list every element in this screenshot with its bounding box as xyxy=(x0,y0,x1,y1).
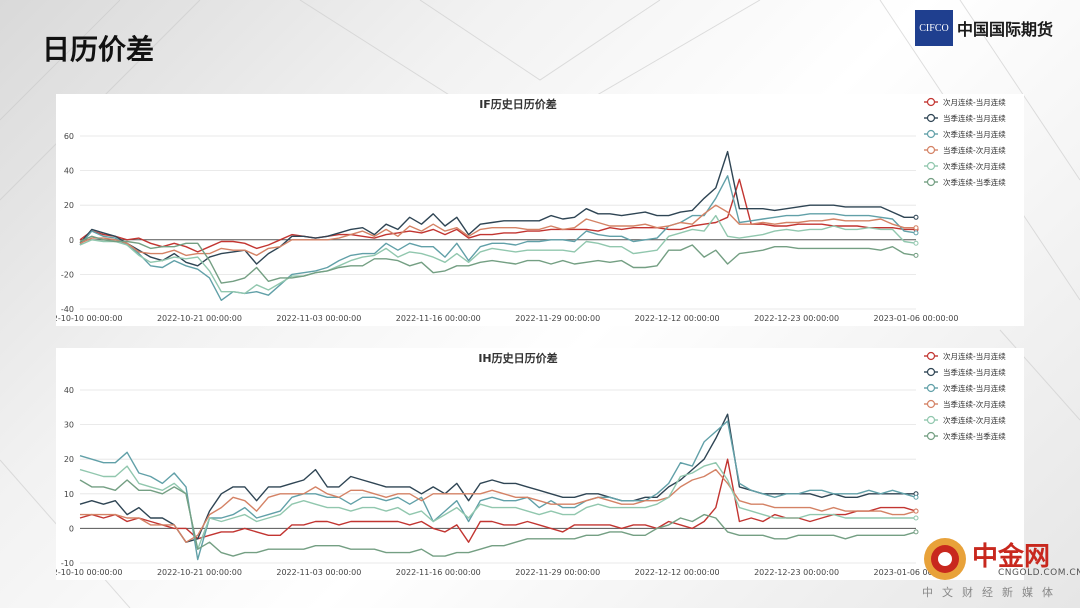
cifco-logo: CIFCO 中国国际期货 xyxy=(915,10,1053,46)
x-tick-label: 2022-11-29 00:00:00 xyxy=(515,314,600,323)
x-tick-label: 2022-12-12 00:00:00 xyxy=(635,314,720,323)
series-line-4 xyxy=(79,204,916,257)
slide-title: 日历价差 xyxy=(42,33,155,66)
legend-label: 次季连续-次月连续 xyxy=(943,415,1006,425)
x-tick-label: 2022-10-10 00:00:00 xyxy=(56,314,122,323)
series-end-point xyxy=(913,508,919,514)
x-tick-label: 2022-11-03 00:00:00 xyxy=(276,314,361,323)
y-tick-label: 30 xyxy=(64,421,74,430)
y-tick-label: 40 xyxy=(64,386,74,395)
cngold-logo-icon xyxy=(924,538,966,580)
x-tick-label: 2022-10-21 00:00:00 xyxy=(157,568,242,577)
cifco-logo-name: 中国国际期货 xyxy=(957,20,1054,39)
series-line-3 xyxy=(79,420,917,561)
x-tick-label: 2022-11-29 00:00:00 xyxy=(515,568,600,577)
x-tick-label: 2022-12-23 00:00:00 xyxy=(754,314,839,323)
legend-marker xyxy=(926,129,936,139)
legend-label: 次季连续-当月连续 xyxy=(943,383,1006,393)
cngold-name: 中金网 xyxy=(972,542,1051,572)
series-line-1 xyxy=(79,178,916,253)
legend-marker xyxy=(926,161,936,171)
x-tick-label: 2022-11-16 00:00:00 xyxy=(396,314,481,323)
series-end-point xyxy=(913,529,919,535)
legend-label: 当季连续-当月连续 xyxy=(943,113,1006,123)
series-end-point xyxy=(913,494,919,500)
ih-calendar-spread-chart: IH历史日历价差 -10 0 10 20 30 40 2022-10-10 00:00:00 2… xyxy=(56,351,1006,577)
series-end-point xyxy=(913,515,919,521)
x-tick-label: 2022-11-03 00:00:00 xyxy=(276,568,361,577)
legend-label: 次季连续-当季连续 xyxy=(943,177,1006,187)
chart-title: IH历史日历价差 xyxy=(478,351,557,365)
cngold-watermark: 中金网 CNGOLD.COM.CN 中文财经新媒体 xyxy=(922,534,1080,600)
y-tick-label: 10 xyxy=(64,490,74,499)
x-tick-label: 2022-12-12 00:00:00 xyxy=(635,568,720,577)
cifco-logo-mark: CIFCO xyxy=(915,10,953,46)
legend-marker xyxy=(926,145,936,155)
series-line-6 xyxy=(79,235,917,284)
legend-label: 当季连续-次月连续 xyxy=(943,145,1006,155)
series-end-point xyxy=(913,225,919,231)
legend-label: 次季连续-当季连续 xyxy=(943,431,1006,441)
ih-chart-panel: IH历史日历价差 -10 0 10 20 30 40 2022-10-10 00:00:00 2… xyxy=(56,348,1024,580)
legend-marker xyxy=(926,399,936,409)
legend-marker xyxy=(926,351,936,361)
legend-marker xyxy=(926,367,936,377)
legend-label: 当季连续-当月连续 xyxy=(943,367,1006,377)
series-end-point xyxy=(913,252,919,258)
legend-marker xyxy=(926,97,936,107)
series-line-6 xyxy=(79,479,917,557)
cngold-url: CNGOLD.COM.CN xyxy=(998,568,1080,578)
legend-marker xyxy=(926,177,936,187)
x-tick-label: 2023-01-06 00:00:00 xyxy=(874,568,959,577)
x-tick-label: 2022-10-21 00:00:00 xyxy=(157,314,242,323)
series-end-point xyxy=(913,230,919,236)
y-tick-label: -40 xyxy=(61,305,74,314)
x-tick-label: 2022-10-10 00:00:00 xyxy=(56,568,122,577)
series-line-4 xyxy=(80,468,917,543)
legend-label: 次月连续-当月连续 xyxy=(943,97,1006,107)
series-end-point xyxy=(913,214,919,220)
series-line-5 xyxy=(79,214,917,295)
legend-label: 次季连续-次月连续 xyxy=(943,161,1006,171)
legend-label: 次月连续-当月连续 xyxy=(943,351,1006,361)
legend-marker xyxy=(926,113,936,123)
series-line-3 xyxy=(79,175,917,302)
y-tick-label: 40 xyxy=(64,167,74,176)
x-tick-label: 2022-11-16 00:00:00 xyxy=(396,568,481,577)
y-tick-label: 0 xyxy=(69,524,74,533)
y-tick-label: 20 xyxy=(64,201,74,210)
legend-label: 次季连续-当月连续 xyxy=(943,129,1006,139)
chart-title: IF历史日历价差 xyxy=(479,97,557,111)
series-line-5 xyxy=(79,461,916,550)
series-line-1 xyxy=(79,458,917,543)
legend-marker xyxy=(926,383,936,393)
if-calendar-spread-chart: IF历史日历价差 -40 -20 0 20 40 60 2022-10-10 00:00:00… xyxy=(56,97,1006,323)
x-tick-label: 2022-12-23 00:00:00 xyxy=(754,568,839,577)
y-tick-label: 0 xyxy=(69,236,74,245)
y-tick-label: -20 xyxy=(61,270,74,279)
y-tick-label: 60 xyxy=(64,132,74,141)
legend-marker xyxy=(926,415,936,425)
legend-marker xyxy=(926,431,936,441)
y-tick-label: -10 xyxy=(61,559,74,568)
cngold-subtitle: 中文财经新媒体 xyxy=(922,586,1062,599)
legend-label: 当季连续-次月连续 xyxy=(943,399,1006,409)
x-tick-label: 2023-01-06 00:00:00 xyxy=(874,314,959,323)
if-chart-panel: IF历史日历价差 -40 -20 0 20 40 60 2022-10-10 00:00:00… xyxy=(56,94,1024,326)
y-tick-label: 20 xyxy=(64,455,74,464)
series-line-2 xyxy=(79,413,916,543)
series-line-2 xyxy=(79,150,916,267)
series-end-point xyxy=(913,240,919,246)
